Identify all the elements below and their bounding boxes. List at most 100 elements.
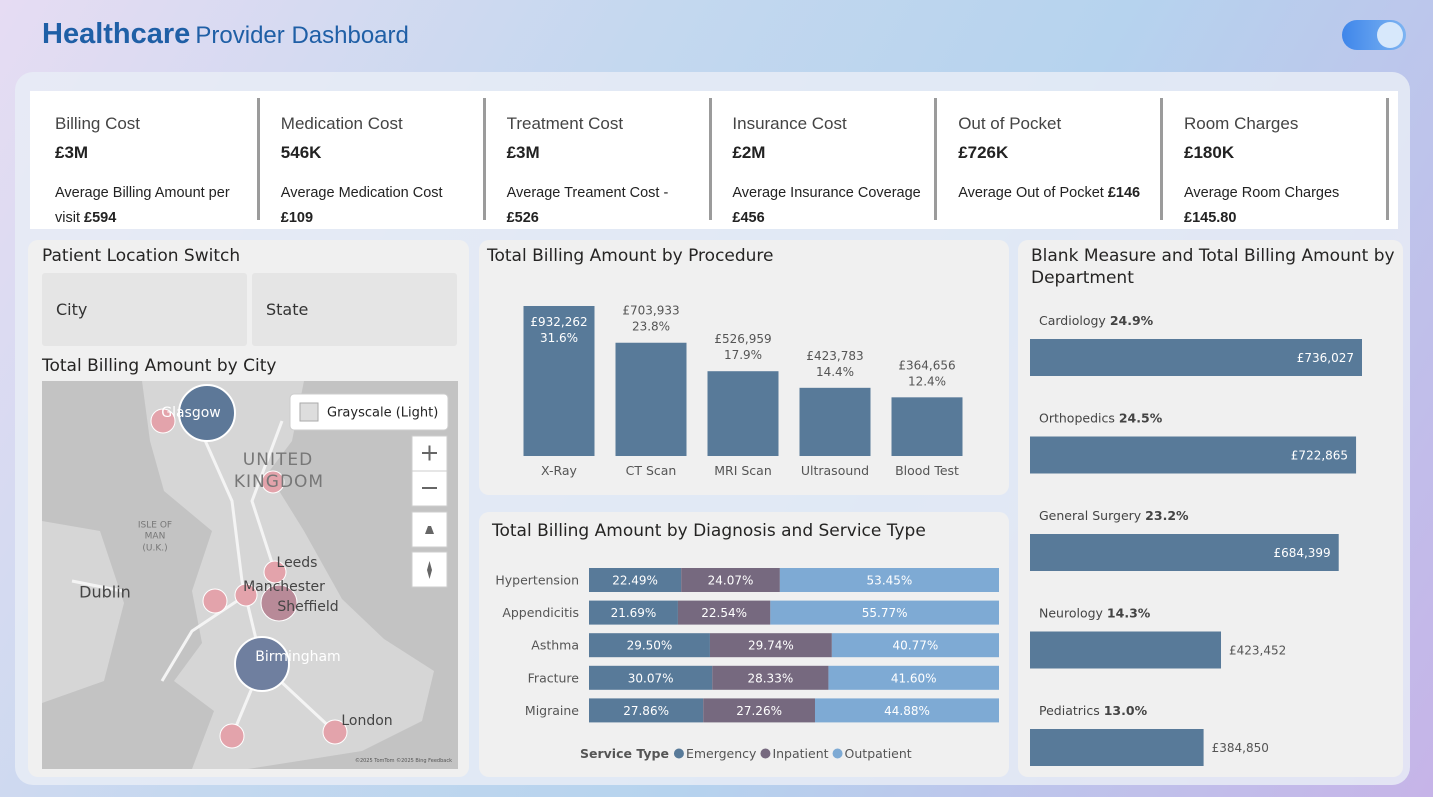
data-label: 55.77%	[862, 606, 908, 620]
category-label: Ultrasound	[801, 463, 869, 478]
city-bubble[interactable]	[263, 560, 287, 584]
share-label: 23.8%	[632, 320, 670, 334]
bar-segment	[677, 600, 771, 625]
data-label: 22.54%	[701, 606, 747, 620]
city-bubble[interactable]	[260, 584, 298, 622]
slicer-title: Patient Location Switch	[42, 246, 241, 266]
nav-icons	[425, 526, 434, 579]
bar-segment	[828, 665, 999, 690]
map-label: KINGDOM	[234, 472, 324, 492]
toggle-knob[interactable]	[1377, 22, 1403, 48]
map-label: Leeds	[277, 555, 318, 571]
map-label: MAN	[145, 532, 166, 542]
bar	[707, 371, 779, 456]
category-label: Orthopedics 24.5%	[1039, 411, 1163, 426]
kpi-title: Medication Cost	[280, 114, 403, 133]
data-label: 28.33%	[747, 671, 793, 685]
data-label: 21.69%	[611, 606, 657, 620]
category-label: General Surgery 23.2%	[1039, 508, 1189, 523]
style-icon[interactable]	[299, 402, 319, 422]
bar	[615, 342, 687, 456]
kpi-card: Billing Cost £3M Average Billing Amount pe…	[55, 91, 257, 229]
slicer-option[interactable]: State	[252, 273, 457, 346]
data-label: £722,865	[1291, 449, 1348, 463]
kpi-value: £3M	[55, 143, 89, 162]
city-bubble[interactable]	[150, 408, 176, 434]
kpi-subtitle-text: Average Billing Amount per visit	[55, 185, 230, 226]
bar	[799, 387, 871, 456]
bar-segment	[589, 633, 710, 658]
kpi-card: Treatment Cost £3M Average Treament Cost -…	[507, 91, 709, 229]
city-bubble[interactable]	[322, 719, 348, 745]
category-name: Neurology	[1039, 606, 1104, 621]
bar	[1030, 339, 1362, 376]
kpi-subvalue: £145.80	[1184, 210, 1237, 226]
map-label: UNITED	[243, 450, 313, 470]
kpi-subtitle: Average Medication Cost £109	[281, 181, 471, 231]
map-title: Total Billing Amount by City	[42, 356, 277, 376]
map-label: Dublin	[79, 583, 131, 602]
kpi-subtitle-text: Average Room Charges	[1184, 185, 1340, 201]
kpi-subvalue: £146	[1107, 185, 1141, 201]
category-label: MRI Scan	[714, 463, 772, 478]
share-label: 17.9%	[724, 348, 762, 362]
map-label: Glasgow	[161, 405, 221, 421]
map-label: Manchester	[243, 579, 325, 595]
category-label: Pediatrics 13.0%	[1039, 703, 1148, 718]
kpi-value: £3M	[506, 143, 540, 162]
data-label: £423,452	[1229, 644, 1286, 658]
data-label: 27.26%	[736, 704, 782, 718]
data-label: 44.88%	[884, 704, 930, 718]
bar-segment	[770, 600, 999, 625]
data-label: 22.49%	[612, 574, 658, 588]
map-label: London	[341, 713, 392, 729]
theme-toggle[interactable]	[1340, 18, 1408, 52]
kpi-subvalue: £456	[732, 210, 765, 226]
kpi-value: 546K	[280, 143, 322, 162]
kpi-separator	[1160, 98, 1164, 220]
category-label: CT Scan	[626, 463, 677, 478]
data-label: £736,027	[1297, 351, 1354, 365]
title-bold: Healthcare	[42, 18, 191, 50]
category-label: Hypertension	[495, 573, 579, 588]
legend-marker	[760, 748, 771, 759]
kpi-title: Out of Pocket	[958, 114, 1062, 133]
city-bubble[interactable]	[261, 470, 285, 494]
map-land	[142, 381, 434, 769]
kpi-subvalue: £594	[84, 210, 117, 226]
style-button-label[interactable]: Grayscale (Light)	[327, 406, 438, 421]
bar	[1030, 534, 1339, 571]
city-bubble[interactable]	[178, 384, 236, 442]
bar-segment	[589, 568, 682, 592]
category-label: Migraine	[525, 703, 579, 718]
legend-marker	[673, 748, 684, 759]
category-name: General Surgery	[1039, 508, 1142, 523]
category-label: Asthma	[531, 638, 579, 653]
kpi-card: Insurance Cost £2M Average Insurance Cover…	[732, 91, 934, 229]
bar	[891, 397, 963, 456]
map-style-button[interactable]: Grayscale (Light)	[289, 393, 449, 431]
department-panel: Blank Measure and Total Billing Amount b…	[1018, 240, 1403, 777]
legend-label: Inpatient	[772, 746, 828, 761]
data-label: 41.60%	[891, 671, 937, 685]
city-bubble[interactable]	[202, 588, 228, 614]
chart: Cardiology 24.9% £736,027 Orthopedics 24.5…	[1030, 313, 1362, 766]
kpi-separator	[708, 98, 712, 220]
share-label: 13.0%	[1104, 703, 1148, 718]
kpi-separator	[934, 98, 938, 220]
city-bubble[interactable]	[234, 636, 290, 692]
kpi-subtitle-text: Average Treament Cost -	[506, 185, 669, 201]
chart-title: Total Billing Amount by Procedure	[487, 246, 774, 266]
bar-segment	[831, 633, 999, 658]
city-bubble[interactable]	[219, 723, 245, 749]
legend-title: Service Type	[580, 746, 669, 761]
city-bubble[interactable]	[234, 583, 258, 607]
style-button-bg[interactable]	[289, 393, 449, 431]
category-name: Orthopedics	[1039, 411, 1115, 426]
kpi-value: £2M	[732, 143, 766, 162]
data-label: 29.50%	[627, 639, 673, 653]
slicer-option[interactable]: City	[42, 273, 247, 346]
data-label: £932,262	[530, 315, 587, 329]
data-label: £703,933	[622, 304, 679, 318]
bar-segment	[589, 600, 678, 625]
